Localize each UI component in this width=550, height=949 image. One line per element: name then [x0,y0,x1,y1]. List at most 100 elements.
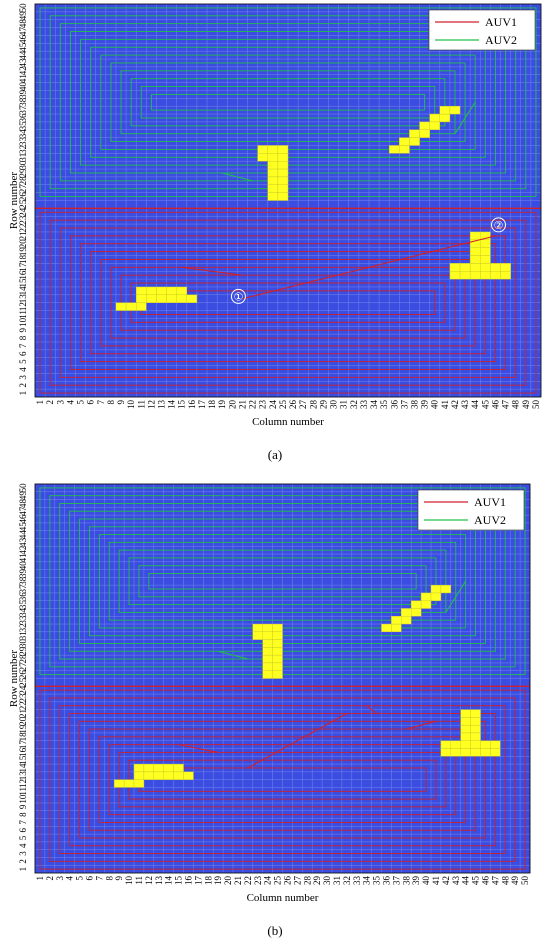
y-tick-label: 7 [18,343,28,348]
y-tick-label: 23 [18,215,28,225]
x-tick-label: 14 [164,876,174,886]
y-tick-label: 26 [18,192,28,202]
x-tick-label: 7 [94,876,104,881]
obstacle-cell [257,153,268,162]
x-tick-label: 6 [86,400,96,405]
auv2-transition-line [445,580,467,613]
auv1-ring [49,697,516,862]
x-tick-labels: 1 2 3 4 5 6 7 8 9 10 11 12 13 14 15 16 17 18 19 20 21 22 23 24 2… [35,400,541,410]
x-axis-title: Column number [247,892,319,904]
obstacle-cell [401,616,412,625]
y-tick-label: 47 [18,506,28,515]
marker-2: ② [490,217,506,233]
y-tick-label: 13 [18,294,28,304]
y-tick-label: 33 [18,615,28,625]
y-tick-label: 44 [18,50,28,60]
x-tick-label: 33 [359,400,369,410]
obstacle-3 [440,709,501,757]
y-tick-label: 18 [18,732,28,742]
x-tick-label: 48 [511,400,521,410]
y-tick-label: 10 [18,794,28,804]
auv1-ring [49,219,527,386]
y-tick-label: 6 [18,827,28,832]
obstacle-cell [267,192,279,201]
auv1-transition-line [242,235,496,300]
x-tick-label: 45 [471,876,481,886]
x-tick-label: 28 [308,400,318,410]
x-tick-label: 33 [352,876,362,886]
y-tick-labels: 1234567891011121314151617181920212223242… [18,3,28,395]
y-tick-label: 27 [18,662,28,672]
y-tick-label: 6 [18,351,28,356]
x-tick-label: 40 [421,876,431,886]
obstacle-cell [469,271,481,280]
y-tick-label: 50 [18,483,28,493]
x-tick-label: 21 [237,400,247,409]
x-tick-label: 47 [490,876,500,886]
obstacle-cell [272,631,283,640]
auv1-transition-line [247,713,348,769]
obstacle-cell [449,105,461,115]
x-tick-label: 16 [183,876,193,886]
obstacle-cell [411,608,422,617]
auv1-ring [59,705,506,855]
auv2-ring [108,541,457,621]
x-tick-label: 8 [106,400,116,405]
obstacle-cell [176,294,187,303]
y-tick-label: 32 [18,145,28,154]
x-axis-title: Column number [252,416,324,428]
x-tick-label: 32 [342,876,352,885]
obstacle-cell [430,584,442,594]
y-tick-label: 4 [18,843,28,848]
auv2-transition-line [218,650,248,660]
y-tick-label: 46 [18,34,28,44]
x-tick-label: 23 [258,400,268,410]
x-tick-label: 5 [76,400,86,405]
auv2-ring [130,78,446,127]
obstacle-cell [146,286,157,296]
y-tick-label: 43 [18,537,28,547]
obstacle-cell [490,263,501,272]
legend-label-auv2: AUV2 [474,513,506,527]
x-tick-label: 23 [253,876,263,886]
x-tick-label: 48 [500,876,510,886]
y-tick-label: 9 [18,804,28,809]
x-tick-label: 25 [273,876,283,886]
marker-circle [490,217,506,233]
auv1-ring [100,259,476,347]
obstacle-2 [381,584,451,633]
x-tick-label: 4 [65,400,75,405]
obstacle-cell [419,121,430,130]
obstacle-cell [277,145,289,154]
obstacle-cell [480,748,491,757]
y-tick-label: 29 [18,646,28,656]
obstacle-cell [272,662,283,671]
obstacle-cell [449,271,461,280]
obstacle-cell [439,113,451,123]
obstacle-cell [277,168,289,178]
auv1-transition-line [181,266,243,276]
legend-label-auv1: AUV1 [485,15,517,29]
y-tick-label: 8 [18,812,28,817]
y-tick-label: 33 [18,137,28,147]
legend-label-auv2: AUV2 [485,33,517,47]
obstacle-cell [490,748,501,757]
x-tick-label: 14 [167,400,177,410]
obstacle-cell [430,592,442,601]
x-tick-label: 17 [193,876,203,886]
y-tick-label: 16 [18,270,28,280]
marker-1: ① [230,288,246,304]
x-tick-label: 42 [450,400,460,409]
obstacle-1 [257,145,289,201]
x-tick-label: 11 [136,400,146,409]
obstacle-cell [277,176,289,185]
obstacle-cell [460,724,471,734]
obstacle-cell [267,176,279,185]
obstacle-cell [135,286,147,296]
obstacle-cell [277,192,289,201]
y-tick-label: 38 [18,576,28,586]
x-tick-label: 45 [480,400,490,410]
obstacle-cell [163,771,174,780]
y-tick-label: 26 [18,670,28,680]
